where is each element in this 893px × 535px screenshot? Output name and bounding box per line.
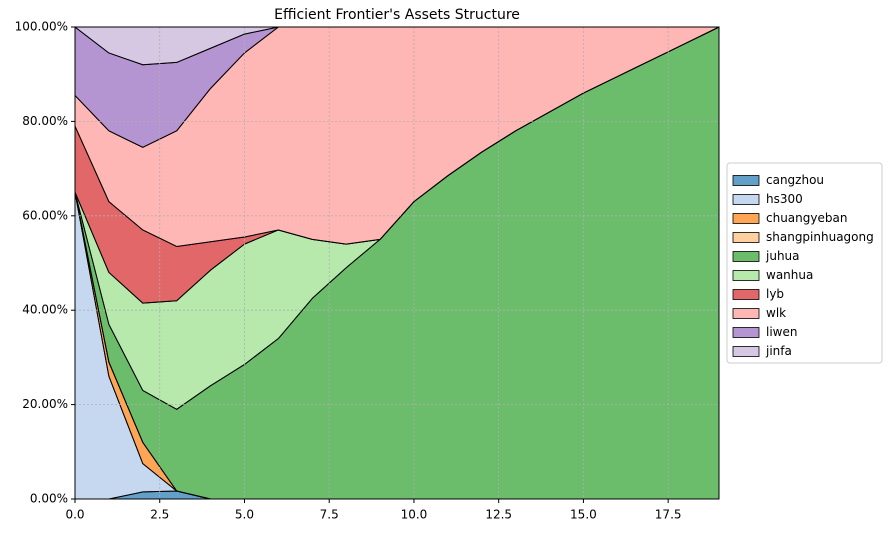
legend-swatch [732, 175, 760, 186]
legend-swatch [732, 232, 760, 243]
y-tick-label: 20.00% [22, 397, 68, 411]
legend-swatch [732, 289, 760, 300]
legend-swatch [732, 308, 760, 319]
legend-label: liwen [766, 325, 797, 339]
legend-label: cangzhou [766, 173, 824, 187]
legend-frame [726, 162, 883, 364]
y-tick-label: 100.00% [15, 20, 68, 34]
y-tick-label: 40.00% [22, 303, 68, 317]
legend-label: lyb [766, 287, 784, 301]
legend-swatch [732, 270, 760, 281]
legend-swatch [732, 213, 760, 224]
x-tick-label: 0.0 [65, 508, 84, 522]
legend-swatch [732, 346, 760, 357]
y-tick-label: 80.00% [22, 114, 68, 128]
plot-frame [74, 26, 720, 500]
x-tick-label: 5.0 [235, 508, 254, 522]
x-tick-label: 17.5 [655, 508, 682, 522]
y-tick-label: 0.00% [30, 492, 68, 506]
legend-label: shangpinhuagong [766, 230, 874, 244]
legend-label: jinfa [765, 344, 792, 358]
legend-label: wanhua [766, 268, 813, 282]
x-tick-label: 2.5 [150, 508, 169, 522]
chart-title: Efficient Frontier's Assets Structure [274, 7, 520, 23]
legend-swatch [732, 251, 760, 262]
legend-label: chuangyeban [766, 211, 847, 225]
legend-swatch [732, 194, 760, 205]
x-tick-label: 7.5 [320, 508, 339, 522]
y-tick-label: 60.00% [22, 208, 68, 222]
x-tick-label: 15.0 [570, 508, 597, 522]
legend-label: wlk [766, 306, 786, 320]
x-tick-label: 12.5 [485, 508, 512, 522]
legend-swatch [732, 327, 760, 338]
legend-label: hs300 [766, 192, 803, 206]
legend-label: juhua [765, 249, 800, 263]
x-tick-label: 10.0 [401, 508, 428, 522]
